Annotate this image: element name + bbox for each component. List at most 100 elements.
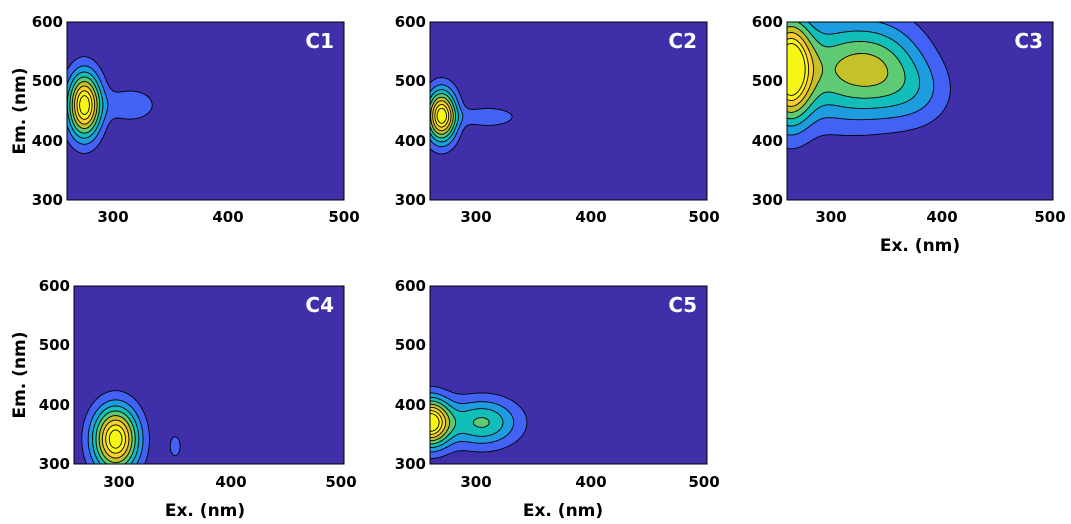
contour-line-c3-level-8 (787, 43, 806, 96)
x-tick-c3-500: 500 (1034, 208, 1065, 226)
x-ticks-c3: 300 400 500 (815, 208, 1065, 226)
contour-line-c2-level-7 (434, 103, 450, 128)
y-tick-c1-400: 400 (32, 132, 63, 150)
y-tick-c4-400: 400 (39, 396, 70, 414)
contour-line-c4-level-4 (95, 410, 136, 464)
x-tick-c5-300: 300 (460, 473, 491, 491)
contour-line-c4-level-5 (98, 415, 133, 464)
x-tick-c5-500: 500 (688, 473, 719, 491)
contour-line-c5-level-7 (430, 410, 443, 435)
x-tick-c3-400: 400 (926, 208, 957, 226)
panel-c1: 300 400 500 300 400 500 600 Em. (nm) C1 (10, 13, 360, 226)
xlabel-c4: Ex. (nm) (165, 501, 245, 521)
contour-line-c5-level-5 (430, 403, 451, 442)
contour-line-c1-level-2 (67, 65, 109, 145)
y-tick-c2-600: 600 (395, 13, 426, 31)
y-tick-c5-400: 400 (395, 396, 426, 414)
contour-line-c2-level-8 (436, 107, 447, 124)
x-ticks-c5: 300 400 500 (460, 473, 719, 491)
x-ticks-c1: 300 400 500 (97, 208, 359, 226)
y-tick-c4-600: 600 (39, 277, 70, 295)
y-tick-c1-300: 300 (32, 191, 63, 209)
x-ticks-c2: 300 400 500 (460, 208, 719, 226)
y-tick-c2-500: 500 (395, 72, 426, 90)
ylabel-c4: Em. (nm) (10, 331, 30, 418)
contour-line-c3-level-4 (787, 22, 906, 120)
x-tick-c1-300: 300 (97, 208, 128, 226)
y-tick-c3-500: 500 (752, 72, 783, 90)
y-tick-c5-300: 300 (395, 455, 426, 473)
contour-line-c3-level-2 (787, 22, 935, 136)
contour-line-c5-level-4 (430, 400, 490, 445)
x-tick-c1-400: 400 (212, 208, 243, 226)
y-ticks-c5: 300 400 500 600 (395, 277, 426, 473)
contour-line-c1-level-5 (71, 81, 98, 130)
y-tick-c3-300: 300 (752, 191, 783, 209)
contours-c4 (81, 390, 181, 464)
contour-line-c3-level-5 (787, 26, 889, 113)
x-tick-c2-300: 300 (460, 208, 491, 226)
contour-line-c5-level-8 (430, 413, 440, 432)
x-tick-c4-300: 300 (103, 473, 134, 491)
contour-line-c3-level-3 (787, 22, 921, 127)
contour-line-c1-level-6 (74, 85, 96, 125)
x-ticks-c4: 300 400 500 (103, 473, 356, 491)
contour-line-c4-level-1 (81, 390, 181, 464)
x-tick-c2-400: 400 (575, 208, 606, 226)
contour-line-c1-level-7 (76, 90, 93, 120)
x-tick-c3-300: 300 (815, 208, 846, 226)
xlabel-c3: Ex. (nm) (880, 236, 960, 256)
xlabel-c5: Ex. (nm) (523, 501, 603, 521)
x-tick-c4-400: 400 (215, 473, 246, 491)
contour-line-c1-level-3 (67, 71, 104, 139)
y-tick-c2-400: 400 (395, 132, 426, 150)
title-c5: C5 (668, 293, 697, 317)
contour-line-c2-level-3 (430, 89, 459, 143)
contour-line-c4-level-2 (87, 399, 144, 464)
y-ticks-c1: 300 400 500 600 (32, 13, 63, 209)
x-tick-c1-500: 500 (328, 208, 359, 226)
plot-frame-c2 (429, 21, 708, 201)
y-tick-c2-300: 300 (395, 191, 426, 209)
contour-line-c1-level-1 (67, 56, 153, 154)
y-tick-c4-300: 300 (39, 455, 70, 473)
plot-frame-c5 (429, 285, 708, 465)
y-tick-c4-500: 500 (39, 336, 70, 354)
contours-c1 (67, 56, 153, 154)
title-c2: C2 (668, 29, 697, 53)
plot-frame-c1 (66, 21, 345, 201)
contour-line-c2-level-6 (432, 100, 452, 132)
plot-frame-c3 (786, 21, 1054, 201)
contour-line-c3-level-6 (787, 32, 814, 107)
y-tick-c5-500: 500 (395, 336, 426, 354)
contours-c3 (787, 22, 951, 150)
y-tick-c3-600: 600 (752, 13, 783, 31)
contour-line-c1-level-4 (69, 76, 101, 134)
contours-c2 (430, 77, 513, 155)
contour-line-c3-level-1 (787, 22, 951, 150)
contour-line-c4-level-3 (92, 405, 140, 464)
plot-frame-c4 (73, 285, 345, 465)
contour-line-c5-level-6 (430, 406, 447, 439)
contour-line-c4-level-7 (105, 424, 126, 454)
ylabel-c1: Em. (nm) (10, 67, 30, 154)
title-c4: C4 (305, 293, 334, 317)
panel-c5: 300 400 500 300 400 500 600 Ex. (nm) C5 (395, 277, 720, 521)
y-tick-c5-600: 600 (395, 277, 426, 295)
y-tick-c1-500: 500 (32, 72, 63, 90)
title-c1: C1 (305, 29, 334, 53)
contour-line-c5-level-1 (430, 385, 528, 460)
contour-line-c5-level-2 (430, 392, 515, 453)
y-ticks-c4: 300 400 500 600 (39, 277, 70, 473)
contour-line-c1-level-8 (79, 95, 90, 115)
contour-line-c4-level-8 (108, 429, 123, 449)
contour-line-c2-level-2 (430, 84, 464, 148)
panel-c2: 300 400 500 300 400 500 600 C2 (395, 13, 720, 226)
contour-line-c5-level-3 (430, 396, 504, 448)
y-ticks-c3: 300 400 500 600 (752, 13, 783, 209)
x-tick-c5-400: 400 (575, 473, 606, 491)
panel-c4: 300 400 500 300 400 500 600 Ex. (nm) Em.… (10, 277, 357, 521)
title-c3: C3 (1014, 29, 1043, 53)
x-tick-c2-500: 500 (688, 208, 719, 226)
